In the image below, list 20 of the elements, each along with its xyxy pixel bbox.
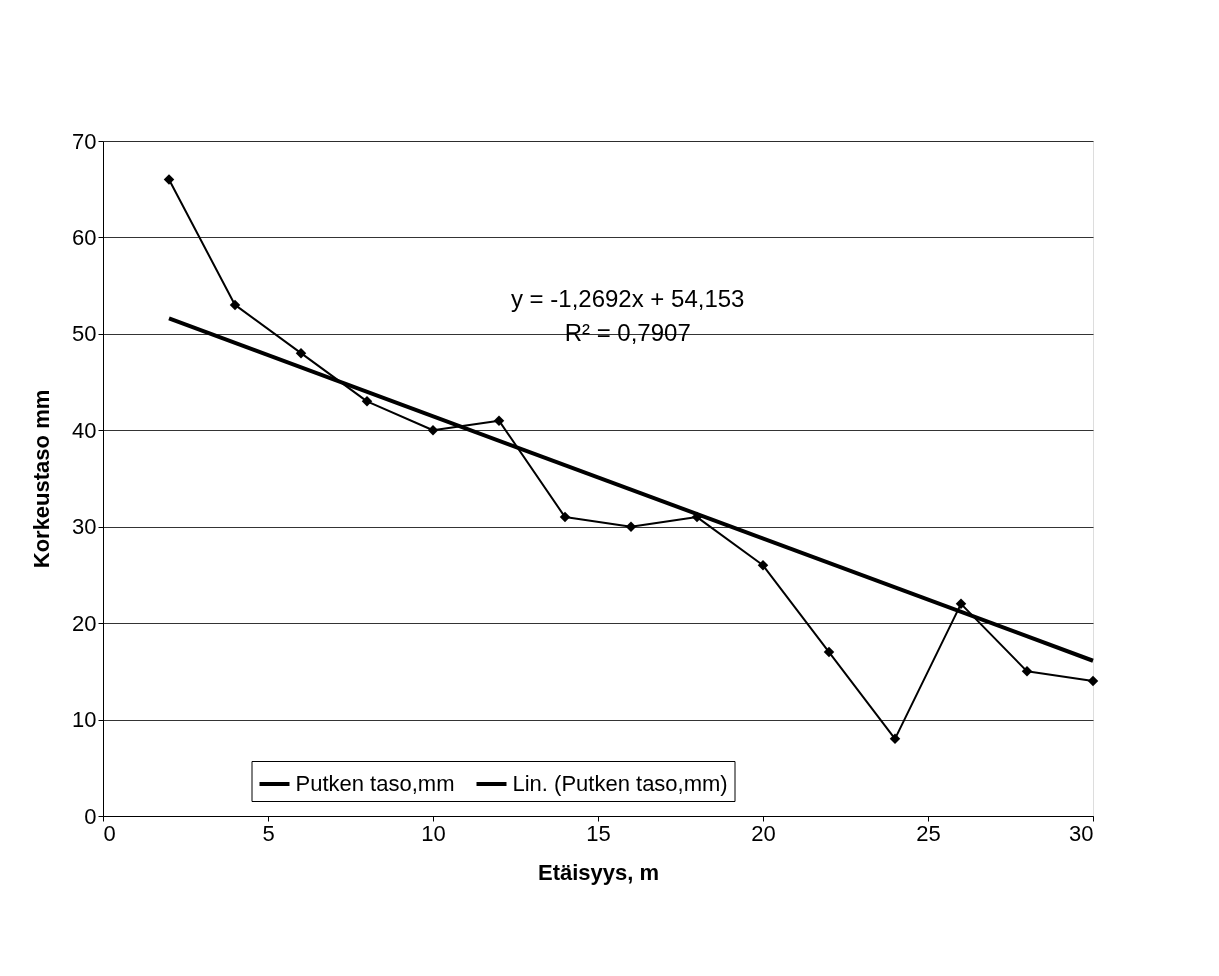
y-tick-label: 60: [72, 224, 97, 250]
legend-label: Putken taso,mm: [295, 771, 455, 796]
x-tick-label: 5: [262, 820, 275, 846]
y-tick-label: 20: [72, 610, 97, 636]
x-axis-title: Etäisyys, m: [537, 859, 660, 885]
y-tick-label: 50: [72, 321, 97, 347]
y-tick-label: 0: [84, 803, 97, 829]
x-tick-label: 10: [421, 820, 446, 846]
y-tick-label: 70: [72, 128, 97, 154]
y-tick-label: 30: [72, 514, 97, 540]
x-tick-label: 30: [1069, 820, 1094, 846]
x-tick-label: 20: [751, 820, 776, 846]
y-tick-label: 10: [72, 707, 97, 733]
x-tick-label: 15: [586, 820, 611, 846]
x-tick-label: 25: [916, 820, 941, 846]
x-tick-label: 0: [103, 820, 116, 846]
annotation: y = -1,2692x + 54,153: [510, 284, 745, 312]
y-axis-title: Korkeustaso mm: [29, 389, 55, 569]
legend-label: Lin. (Putken taso,mm): [512, 771, 728, 796]
y-tick-label: 40: [72, 417, 97, 443]
